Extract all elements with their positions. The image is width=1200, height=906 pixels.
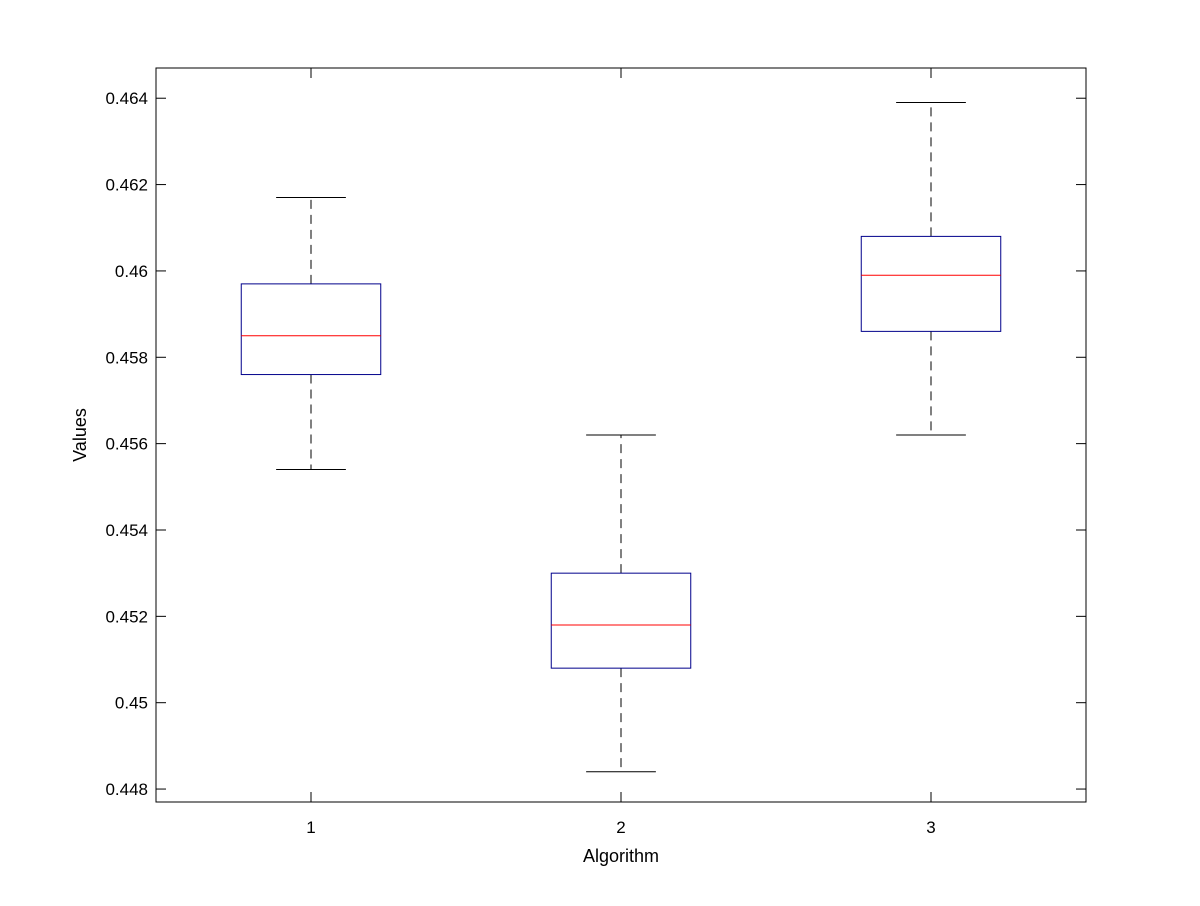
x-tick-label: 3 — [926, 818, 935, 837]
box-group-2 — [550, 434, 692, 773]
y-tick-label: 0.456 — [105, 435, 148, 454]
box-iqr — [860, 235, 1002, 332]
y-axis: 0.448 0.45 0.452 0.454 0.456 0.458 0.46 0.462 0.… — [105, 89, 1086, 799]
y-tick-label: 0.454 — [105, 521, 148, 540]
box-group-3 — [860, 102, 1002, 436]
y-tick-label: 0.452 — [105, 607, 148, 626]
y-tick-label: 0.45 — [115, 694, 148, 713]
box-series — [240, 102, 1002, 773]
y-tick-label: 0.462 — [105, 176, 148, 195]
box-group-1 — [240, 197, 382, 471]
y-tick-label: 0.458 — [105, 348, 148, 367]
y-tick-label: 0.448 — [105, 780, 148, 799]
box-iqr — [240, 283, 382, 376]
x-axis-label: Algorithm — [583, 846, 659, 866]
y-tick-label: 0.464 — [105, 89, 148, 108]
y-axis-label: Values — [70, 408, 90, 462]
box-iqr — [550, 572, 692, 669]
x-tick-label: 2 — [616, 818, 625, 837]
y-tick-label: 0.46 — [115, 262, 148, 281]
x-tick-label: 1 — [306, 818, 315, 837]
x-axis: 1 2 3 — [306, 68, 936, 837]
